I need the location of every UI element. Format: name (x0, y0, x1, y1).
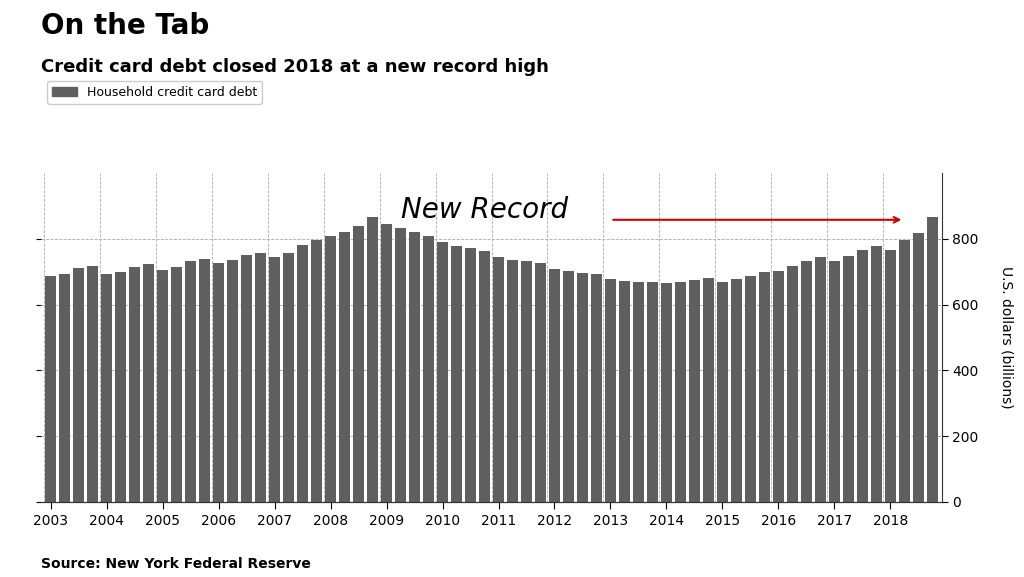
Bar (912, 233, 924, 502)
Bar (143, 264, 155, 502)
Bar (563, 271, 574, 502)
Bar (227, 260, 239, 502)
Bar (213, 263, 224, 502)
Bar (801, 261, 812, 502)
Bar (660, 283, 672, 502)
Bar (325, 235, 336, 502)
Bar (437, 242, 449, 502)
Bar (927, 216, 938, 502)
Bar (675, 282, 686, 502)
Text: On the Tab: On the Tab (41, 12, 209, 40)
Bar (409, 233, 420, 502)
Bar (521, 261, 532, 502)
Bar (101, 275, 113, 502)
Bar (87, 266, 98, 502)
Bar (311, 239, 323, 502)
Bar (115, 272, 126, 502)
Bar (297, 245, 308, 502)
Bar (843, 256, 854, 502)
Bar (870, 246, 882, 502)
Bar (339, 231, 350, 502)
Bar (899, 240, 910, 502)
Bar (605, 279, 616, 502)
Bar (423, 236, 434, 502)
Bar (773, 271, 784, 502)
Bar (199, 258, 210, 502)
Bar (73, 268, 84, 502)
Bar (828, 261, 840, 502)
Bar (549, 269, 560, 502)
Bar (591, 273, 602, 502)
Bar (493, 257, 504, 502)
Bar (367, 217, 378, 502)
Bar (381, 224, 392, 502)
Text: Source: New York Federal Reserve: Source: New York Federal Reserve (41, 557, 311, 571)
Legend: Household credit card debt: Household credit card debt (47, 81, 262, 104)
Bar (731, 279, 742, 502)
Bar (395, 228, 407, 502)
Bar (744, 276, 756, 502)
Bar (702, 278, 714, 502)
Bar (786, 266, 798, 502)
Bar (618, 280, 630, 502)
Bar (157, 270, 168, 502)
Bar (577, 273, 588, 502)
Text: Credit card debt closed 2018 at a new record high: Credit card debt closed 2018 at a new re… (41, 58, 549, 76)
Bar (885, 250, 896, 502)
Bar (59, 274, 71, 502)
Bar (759, 272, 770, 502)
Bar (535, 263, 546, 502)
Bar (185, 261, 197, 502)
Bar (269, 257, 281, 502)
Bar (171, 267, 182, 502)
Bar (353, 226, 365, 502)
Bar (451, 246, 462, 502)
Bar (465, 248, 476, 502)
Bar (633, 282, 644, 502)
Bar (857, 250, 868, 502)
Bar (717, 282, 728, 502)
Bar (815, 257, 826, 502)
Bar (689, 280, 700, 502)
Bar (129, 267, 140, 502)
Bar (255, 253, 266, 502)
Y-axis label: U.S. dollars (billions): U.S. dollars (billions) (999, 266, 1014, 409)
Bar (283, 253, 294, 502)
Bar (45, 276, 56, 502)
Bar (479, 251, 490, 502)
Bar (647, 282, 658, 502)
Text: New Record: New Record (400, 196, 567, 223)
Bar (507, 260, 518, 502)
Bar (241, 255, 252, 502)
